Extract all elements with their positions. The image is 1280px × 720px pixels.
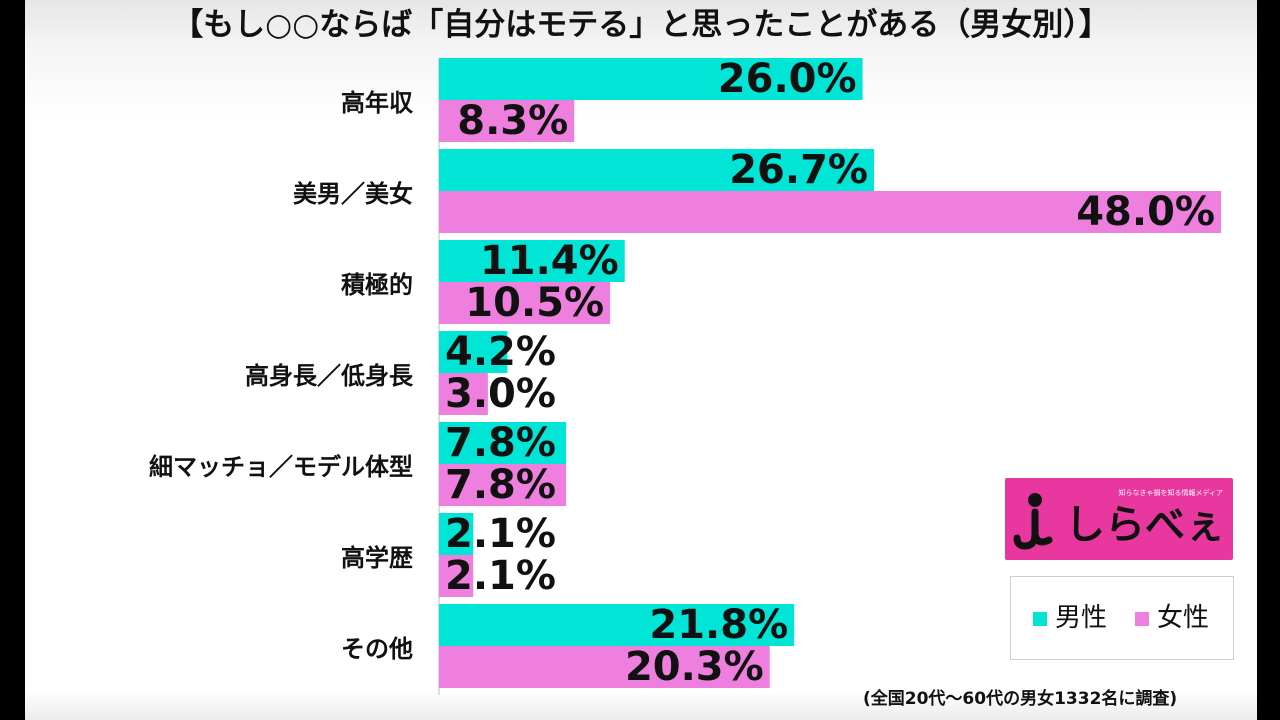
- category-label: 美男／美女: [293, 180, 413, 208]
- labels-layer: 高年収 26.0% 8.3% 美男／美女 26.7% 48.0% 積極的 11.4%10.5%…: [149, 56, 1215, 690]
- legend-item-male: 男性: [1033, 603, 1107, 633]
- legend-swatch-male: [1033, 611, 1047, 626]
- value-label-female: 3.0%: [445, 371, 556, 417]
- bar-female: [439, 555, 474, 597]
- category-label: 積極的: [341, 271, 413, 299]
- legend-swatch-female: [1135, 611, 1149, 626]
- bar-male: [439, 513, 474, 555]
- shirabee-logo: 知らなきゃ損を知る情報メディア しらべぇ: [1005, 478, 1233, 560]
- category-label: 高身長／低身長: [245, 362, 414, 390]
- bar-female: [439, 191, 1221, 233]
- bar-female: [439, 282, 611, 324]
- value-label-male: 26.0%: [718, 56, 857, 102]
- category-label: 高年収: [341, 89, 414, 117]
- value-label-female: 8.3%: [457, 98, 568, 144]
- category-label: 細マッチョ／モデル体型: [149, 453, 413, 481]
- bar-female: [439, 373, 488, 415]
- value-label-female: 10.5%: [465, 280, 604, 326]
- chart-legend: 男性 女性: [1010, 576, 1234, 660]
- value-label-female: 2.1%: [445, 553, 556, 599]
- legend-label-female: 女性: [1157, 603, 1210, 633]
- category-label: その他: [341, 635, 413, 663]
- value-label-male: 4.2%: [445, 329, 556, 375]
- bar-male: [439, 331, 508, 373]
- bar-male: [439, 422, 567, 464]
- bar-male: [439, 149, 874, 191]
- survey-footnote: (全国20代～60代の男女1332名に調査): [863, 689, 1178, 709]
- value-label-male: 21.8%: [649, 602, 788, 648]
- bar-female: [439, 464, 567, 506]
- category-label: 高学歴: [341, 544, 413, 572]
- bars-layer: [439, 58, 1221, 688]
- value-label-male: 7.8%: [445, 420, 556, 466]
- chart-title: 【もし○○ならば「自分はモテる」と思ったことがある（男女別）】: [172, 7, 1110, 43]
- legend-item-female: 女性: [1135, 603, 1209, 633]
- bar-male: [439, 604, 795, 646]
- value-label-male: 2.1%: [445, 511, 556, 557]
- bar-chart: 高年収 26.0% 8.3% 美男／美女 26.7% 48.0% 積極的 11.4%10.5%…: [149, 56, 1221, 695]
- value-label-female: 48.0%: [1076, 189, 1215, 235]
- chart-frame: 【もし○○ならば「自分はモテる」と思ったことがある（男女別）】 高年収 26.0%…: [25, 0, 1257, 720]
- logo-tagline: 知らなきゃ損を知る情報メディア: [1118, 489, 1223, 497]
- value-label-female: 7.8%: [445, 462, 556, 508]
- logo-text: しらべぇ: [1065, 502, 1225, 548]
- value-label-female: 20.3%: [625, 644, 764, 690]
- legend-label-male: 男性: [1055, 603, 1108, 633]
- shirabee-logo-icon: [1013, 493, 1053, 550]
- value-label-male: 26.7%: [729, 147, 868, 193]
- bar-male: [439, 240, 625, 282]
- bar-female: [439, 100, 575, 142]
- bar-female: [439, 646, 770, 688]
- bar-male: [439, 58, 863, 100]
- value-label-male: 11.4%: [480, 238, 619, 284]
